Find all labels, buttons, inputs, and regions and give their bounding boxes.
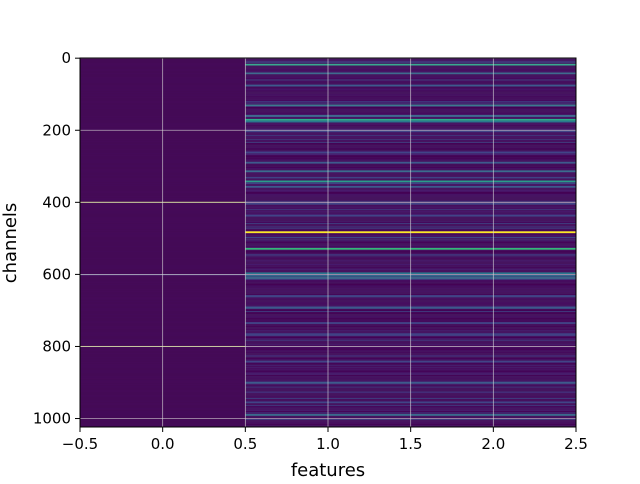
y-tick-label: 800 [42, 337, 71, 355]
x-tick-label: 2.5 [564, 435, 588, 453]
y-tick-label: 0 [61, 49, 71, 67]
y-tick-label: 400 [42, 193, 71, 211]
x-tick-label: 2.0 [481, 435, 505, 453]
x-tick-label: −0.5 [62, 435, 98, 453]
x-tick-label: 0.5 [233, 435, 257, 453]
x-tick-label: 0.0 [151, 435, 175, 453]
y-axis-label: channels [0, 203, 21, 284]
x-axis-label: features [291, 460, 365, 480]
y-tick-label: 600 [42, 265, 71, 283]
y-axis-ticks: 0 200 400 600 800 1000 [33, 49, 80, 428]
y-tick-label: 1000 [33, 410, 71, 428]
y-tick-label: 200 [42, 121, 71, 139]
x-tick-label: 1.0 [316, 435, 340, 453]
x-axis-ticks: −0.5 0.0 0.5 1.0 1.5 2.0 2.5 [62, 427, 588, 453]
x-tick-label: 1.5 [399, 435, 423, 453]
